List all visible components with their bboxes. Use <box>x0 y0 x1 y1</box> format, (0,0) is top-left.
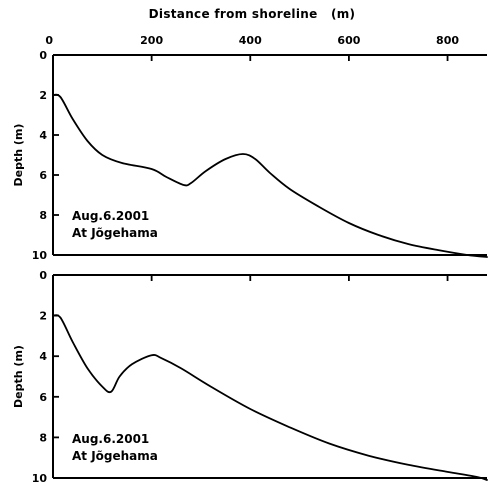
depth-profile-line <box>52 314 488 481</box>
x-tick-label: 0 <box>45 34 53 47</box>
x-tick-label: 600 <box>337 34 360 47</box>
y-tick-label: 6 <box>39 169 47 182</box>
x-tick-label: 400 <box>239 34 262 47</box>
depth-panel-2: 0 2 4 6 8 10 Depth (m) Aug.6.2001 At Jõgehama <box>12 269 488 483</box>
depth-panel-1: 0 2 4 6 8 10 Depth (m) Aug.6.2001 At Jõgehama <box>12 49 488 262</box>
y-tick-label: 10 <box>32 249 48 262</box>
x-tick-label: 200 <box>140 34 163 47</box>
y-tick-label: 2 <box>39 89 47 102</box>
x-tick-label: 800 <box>436 34 459 47</box>
y-tick-label: 8 <box>39 431 47 444</box>
panel-annotation: At Jõgehama <box>72 449 158 463</box>
y-tick-label: 2 <box>39 310 47 323</box>
y-tick-label: 4 <box>39 129 47 142</box>
panel-annotation: At Jõgehama <box>72 226 158 240</box>
y-tick-label: 0 <box>39 269 47 282</box>
y-tick-label: 6 <box>39 391 47 404</box>
y-axis-label: Depth (m) <box>12 345 25 408</box>
y-axis-label: Depth (m) <box>12 124 25 187</box>
depth-profile-line <box>52 93 488 258</box>
y-tick-label: 4 <box>39 350 47 363</box>
panel-annotation: Aug.6.2001 <box>72 432 149 446</box>
y-tick-label: 8 <box>39 209 47 222</box>
panels: 0 2 4 6 8 10 Depth (m) Aug.6.2001 At Jõgehama 0 2 4… <box>12 49 488 483</box>
x-tick-labels: 0 200 400 600 800 <box>45 34 459 47</box>
panel-annotation: Aug.6.2001 <box>72 209 149 223</box>
y-tick-label: 0 <box>39 49 47 62</box>
chart-title: Distance from shoreline (m) <box>149 7 356 21</box>
y-tick-label: 10 <box>32 472 48 483</box>
